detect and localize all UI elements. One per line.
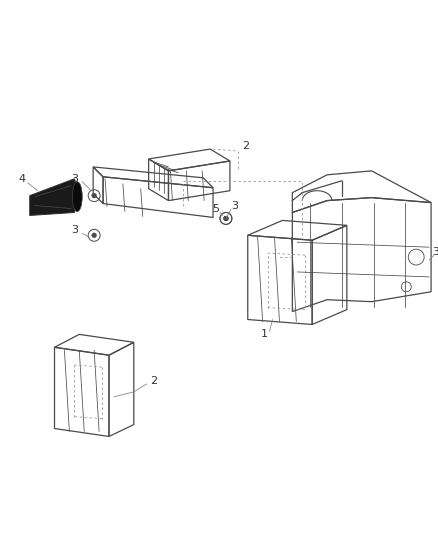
Text: 3: 3: [433, 247, 438, 257]
Text: 3: 3: [71, 174, 78, 184]
Circle shape: [92, 233, 96, 238]
Circle shape: [223, 216, 228, 221]
Circle shape: [92, 193, 96, 198]
Text: 2: 2: [150, 376, 157, 386]
Text: 2: 2: [242, 141, 249, 151]
Ellipse shape: [72, 182, 82, 212]
Text: 5: 5: [212, 204, 219, 214]
Circle shape: [223, 216, 228, 221]
Text: 4: 4: [18, 174, 25, 184]
Polygon shape: [30, 179, 81, 215]
Text: 1: 1: [261, 329, 268, 340]
Text: 3: 3: [71, 225, 78, 236]
Text: 3: 3: [231, 200, 238, 211]
